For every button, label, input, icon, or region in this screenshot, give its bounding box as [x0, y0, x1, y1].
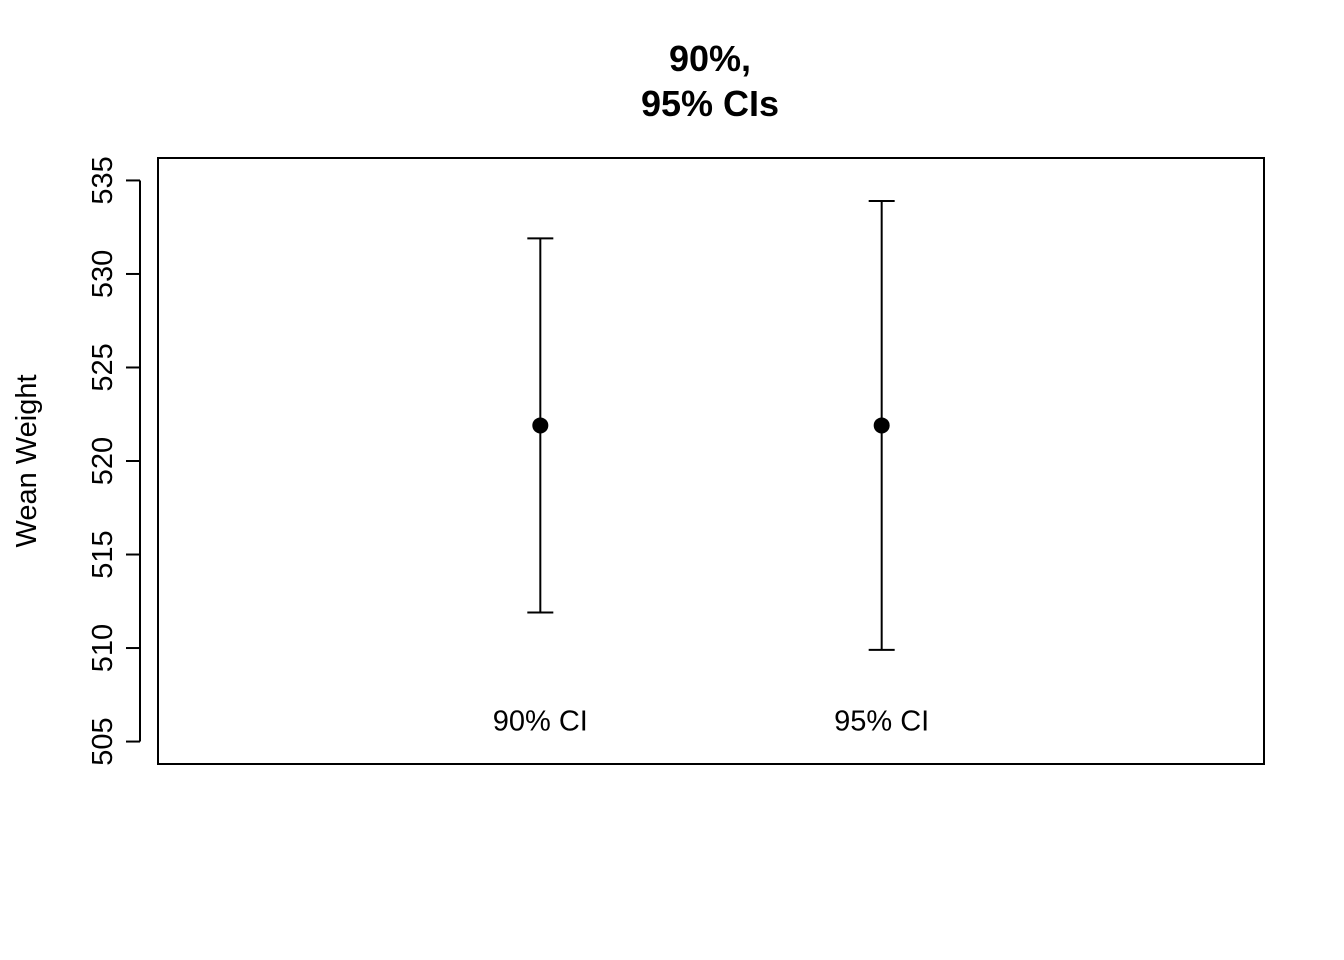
category-label: 95% CI [834, 706, 929, 738]
ci-point-estimate [873, 417, 890, 434]
y-axis: 505 510 515 520 525 530 535 [87, 156, 141, 766]
plot-frame [157, 157, 1265, 765]
y-tick-label: 520 [87, 437, 119, 485]
y-axis-label: Wean Weight [11, 374, 43, 547]
y-tick-label: 505 [87, 717, 119, 765]
chart-title-line-1: 90%, [669, 38, 751, 79]
ci-point-estimate [532, 417, 549, 434]
category-label: 90% CI [493, 706, 588, 738]
category-labels: 90% CI 95% CI [493, 706, 929, 738]
y-tick-label: 530 [87, 250, 119, 298]
ci-marks [527, 200, 895, 651]
y-tick-label: 535 [87, 156, 119, 204]
y-tick-label: 510 [87, 624, 119, 672]
y-tick-label: 515 [87, 530, 119, 578]
chart-title-line-2: 95% CIs [641, 83, 779, 124]
y-tick-label: 525 [87, 343, 119, 391]
